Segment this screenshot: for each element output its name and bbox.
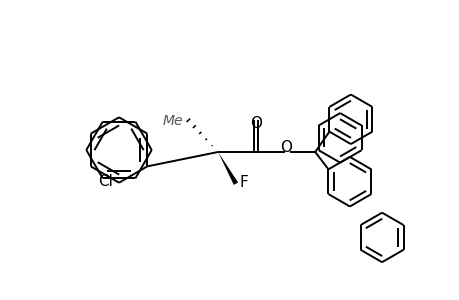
Text: Cl: Cl xyxy=(97,174,112,189)
Text: O: O xyxy=(280,140,292,155)
Polygon shape xyxy=(218,152,238,185)
Text: Me: Me xyxy=(162,114,183,128)
Text: F: F xyxy=(240,175,248,190)
Text: O: O xyxy=(249,116,261,131)
